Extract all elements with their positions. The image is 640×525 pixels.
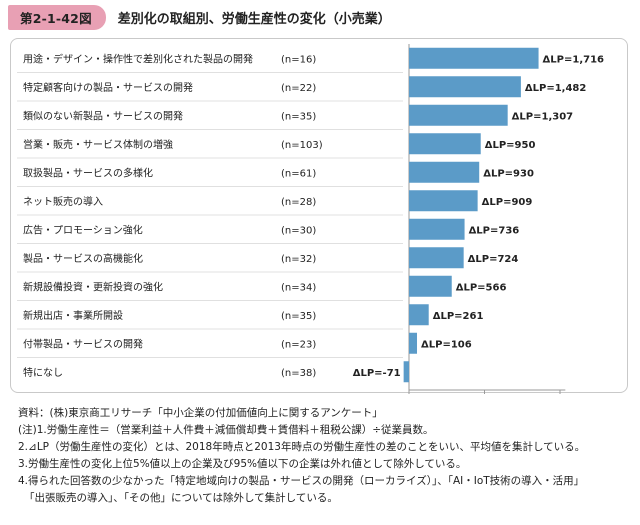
bar	[409, 275, 452, 297]
data-label: ΔLP=909	[482, 197, 533, 208]
data-label: ΔLP=106	[421, 339, 472, 350]
bar	[409, 190, 478, 212]
data-label: ΔLP=950	[485, 140, 536, 151]
bar	[409, 76, 521, 98]
category-label: 付帯製品・サービスの開発	[23, 337, 143, 350]
category-label: 特定顧客向けの製品・サービスの開発	[23, 81, 193, 94]
category-label: 営業・販売・サービス体制の増強	[23, 138, 173, 151]
n-label: (n=32)	[281, 254, 316, 265]
note-3: 3.労働生産性の変化上位5%値以上の企業及び95%値以下の企業は外れ値として除外…	[18, 458, 467, 470]
category-label: 広告・プロモーション強化	[23, 223, 143, 236]
note-4: 4.得られた回答数の少なかった「特定地域向けの製品・サービスの開発（ローカライズ…	[18, 475, 585, 487]
data-label: ΔLP=930	[483, 168, 534, 179]
data-label: ΔLP=724	[468, 254, 519, 265]
chart-frame: 用途・デザイン・操作性で差別化された製品の開発 (n=16) ΔLP=1,716 特定…	[10, 38, 628, 394]
data-label: ΔLP=566	[456, 282, 507, 293]
n-label: (n=22)	[281, 83, 316, 94]
n-label: (n=30)	[281, 225, 316, 236]
note-4-continued: 「出張販売の導入」、「その他」については除外して集計している。	[24, 492, 338, 504]
n-label: (n=38)	[281, 368, 316, 379]
category-label: 特になし	[23, 367, 63, 379]
bar-chart: 用途・デザイン・操作性で差別化された製品の開発 (n=16) ΔLP=1,716 特定…	[17, 44, 604, 394]
notes: 資料：(株)東京商工リサーチ「中小企業の付加価値向上に関するアンケート」 (注)…	[18, 405, 628, 507]
bar	[409, 304, 429, 326]
figure-number-badge: 第2-1-42図	[8, 4, 106, 30]
category-label: 用途・デザイン・操作性で差別化された製品の開発	[23, 52, 253, 65]
note-2: 2.⊿LP（労働生産性の変化）とは、2018年時点と2013年時点の労働生産性の…	[18, 441, 586, 453]
n-label: (n=16)	[281, 54, 316, 65]
data-label: ΔLP=1,716	[543, 54, 604, 65]
category-label: 新規出店・事業所開設	[23, 309, 123, 322]
n-label: (n=28)	[281, 197, 316, 208]
bar	[409, 133, 481, 155]
note-source: 資料：(株)東京商工リサーチ「中小企業の付加価値向上に関するアンケート」	[18, 407, 383, 419]
bar	[409, 104, 508, 126]
n-label: (n=34)	[281, 282, 316, 293]
bar	[403, 361, 409, 383]
bar	[409, 161, 480, 183]
bar	[409, 332, 418, 354]
bar	[409, 247, 464, 269]
category-label: 取扱製品・サービスの多様化	[23, 166, 153, 179]
category-label: 新規設備投資・更新投資の強化	[23, 280, 163, 293]
category-label: ネット販売の導入	[23, 195, 103, 208]
data-label: ΔLP=1,307	[512, 111, 573, 122]
data-label: ΔLP=1,482	[525, 83, 586, 94]
data-label: ΔLP=-71	[353, 368, 401, 379]
n-label: (n=35)	[281, 111, 316, 122]
n-label: (n=35)	[281, 311, 316, 322]
category-label: 製品・サービスの高機能化	[23, 252, 143, 265]
bar	[409, 218, 465, 240]
data-label: ΔLP=261	[433, 311, 484, 322]
data-label: ΔLP=736	[469, 225, 520, 236]
n-label: (n=103)	[281, 140, 323, 151]
figure-header: 第2-1-42図 差別化の取組別、労働生産性の変化（小売業）	[8, 4, 391, 30]
n-label: (n=61)	[281, 168, 316, 179]
n-label: (n=23)	[281, 339, 316, 350]
figure-title: 差別化の取組別、労働生産性の変化（小売業）	[117, 11, 391, 27]
bar	[409, 47, 539, 69]
note-1: (注)1.労働生産性＝（営業利益＋人件費＋減価償却費＋賃借料＋租税公課）÷従業員…	[18, 424, 434, 436]
category-label: 類似のない新製品・サービスの開発	[23, 109, 183, 122]
